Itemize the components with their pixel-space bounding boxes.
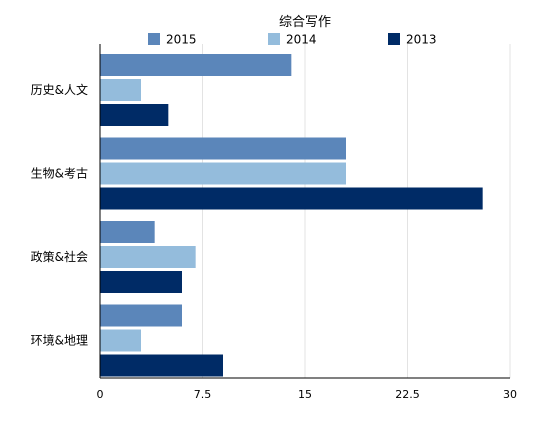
- x-tick-label: 30: [503, 388, 517, 401]
- bar-2014-2: [100, 246, 196, 268]
- bar-2013-3: [100, 354, 223, 377]
- bar-2013-1: [100, 187, 483, 210]
- bars: [100, 54, 483, 377]
- x-tick-label: 15: [298, 388, 312, 401]
- legend-label: 2015: [166, 33, 197, 47]
- category-label: 环境&地理: [31, 333, 88, 348]
- legend: 2015 2014 2013: [148, 33, 437, 47]
- bar-2014-0: [100, 79, 141, 101]
- category-label: 政策&社会: [31, 249, 88, 264]
- category-label: 历史&人文: [31, 82, 88, 97]
- legend-label: 2013: [406, 33, 437, 47]
- bar-2015-2: [100, 221, 155, 243]
- legend-swatch-2015: [148, 33, 160, 45]
- legend-swatch-2013: [388, 33, 400, 45]
- category-label: 生物&考古: [31, 166, 88, 181]
- bar-2014-3: [100, 329, 141, 352]
- x-tick-label: 7.5: [194, 388, 212, 401]
- bar-2015-3: [100, 304, 182, 327]
- bar-2015-0: [100, 54, 292, 76]
- x-tick-label: 0: [97, 388, 104, 401]
- chart-title: 综合写作: [279, 15, 331, 30]
- bar-2014-1: [100, 162, 346, 185]
- bar-2013-0: [100, 104, 169, 126]
- gridlines: [202, 44, 511, 378]
- x-axis-ticks: 0 7.5 15 22.5 30: [97, 388, 518, 401]
- bar-2015-1: [100, 137, 346, 160]
- bar-2013-2: [100, 271, 182, 293]
- legend-label: 2014: [286, 33, 317, 47]
- legend-swatch-2014: [268, 33, 280, 45]
- x-tick-label: 22.5: [395, 388, 420, 401]
